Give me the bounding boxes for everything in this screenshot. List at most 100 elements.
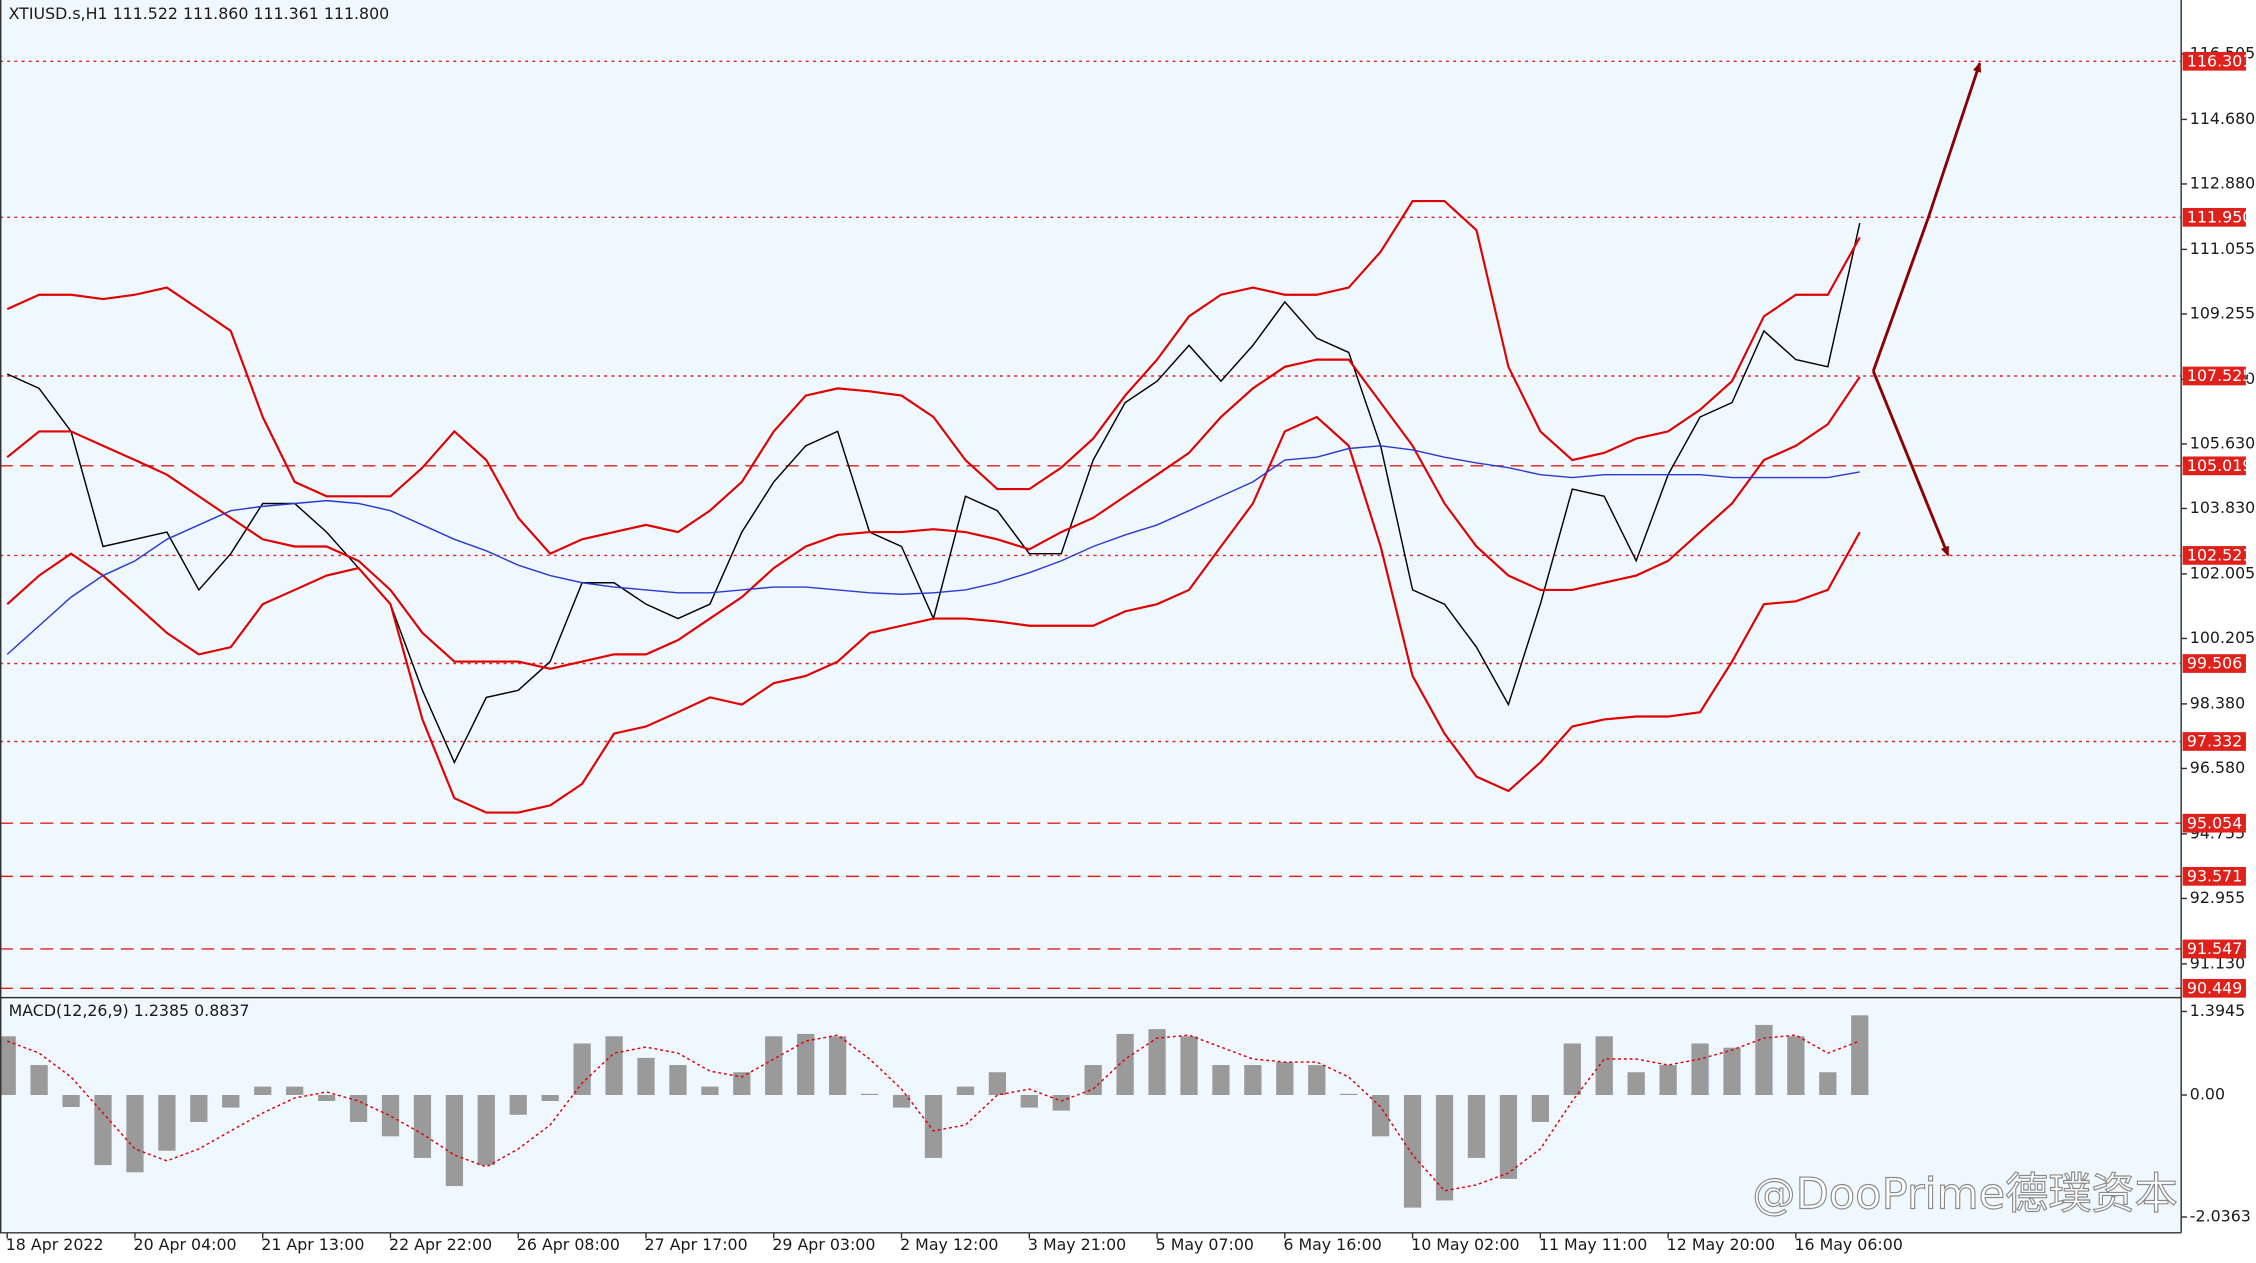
y-tick-label: 103.830 bbox=[2190, 498, 2255, 517]
histogram-bar bbox=[477, 1095, 495, 1166]
y-tick-label: 109.255 bbox=[2190, 303, 2255, 322]
x-tick-label: 22 Apr 22:00 bbox=[389, 1235, 492, 1254]
level-label-box bbox=[2182, 732, 2246, 751]
level-label-box bbox=[2182, 813, 2246, 833]
series-line bbox=[6, 358, 1861, 670]
histogram-bar bbox=[1435, 1095, 1454, 1201]
histogram-bar bbox=[94, 1095, 112, 1166]
histogram-bar bbox=[1052, 1095, 1070, 1111]
histogram-bar bbox=[1116, 1033, 1134, 1096]
x-tick-label: 21 Apr 13:00 bbox=[261, 1235, 364, 1254]
y-tick-label: 96.580 bbox=[2190, 758, 2245, 777]
histogram-bar bbox=[892, 1095, 911, 1108]
y-tick-label: 1.3945 bbox=[2190, 1001, 2245, 1020]
histogram-bar bbox=[1276, 1062, 1294, 1096]
histogram-bar bbox=[1244, 1065, 1262, 1096]
histogram-bar bbox=[1531, 1095, 1549, 1122]
price-panel bbox=[0, 0, 2182, 997]
histogram-bar bbox=[286, 1086, 304, 1096]
histogram-bar bbox=[1340, 1093, 1358, 1096]
level-label: 97.332 bbox=[2187, 732, 2242, 751]
histogram-bar bbox=[1595, 1036, 1613, 1096]
level-label-box bbox=[2182, 51, 2246, 71]
level-label-box bbox=[2182, 939, 2246, 959]
histogram-bar bbox=[829, 1036, 847, 1096]
level-label: 95.054 bbox=[2187, 813, 2242, 832]
series-line bbox=[6, 445, 1860, 655]
histogram-bar bbox=[509, 1095, 527, 1115]
y-tick-label: 92.955 bbox=[2190, 888, 2245, 907]
histogram-bar bbox=[1691, 1043, 1709, 1096]
level-label: 90.449 bbox=[2187, 979, 2242, 998]
histogram-bar bbox=[413, 1095, 432, 1158]
level-label: 111.950 bbox=[2187, 208, 2252, 227]
histogram-bar bbox=[573, 1043, 591, 1096]
x-tick-label: 16 May 06:00 bbox=[1794, 1235, 1902, 1254]
x-tick-label: 27 Apr 17:00 bbox=[645, 1235, 748, 1254]
histogram-bar bbox=[1563, 1043, 1581, 1096]
level-label: 107.525 bbox=[2187, 366, 2252, 385]
level-label-box bbox=[2182, 978, 2246, 998]
level-label: 116.301 bbox=[2187, 52, 2252, 71]
histogram-bar bbox=[1180, 1036, 1198, 1096]
histogram-bar bbox=[765, 1036, 783, 1096]
series-line bbox=[6, 200, 1861, 555]
scenario-arrow-down bbox=[1871, 370, 1950, 557]
histogram-bar bbox=[1659, 1065, 1677, 1096]
histogram-bar bbox=[254, 1086, 272, 1096]
level-label: 91.547 bbox=[2187, 939, 2242, 958]
level-label: 93.571 bbox=[2187, 867, 2242, 886]
y-tick-label: 112.880 bbox=[2190, 173, 2255, 192]
y-tick-label: -2.0363 bbox=[2190, 1206, 2251, 1225]
histogram-bar bbox=[1723, 1047, 1741, 1096]
x-tick-label: 20 Apr 04:00 bbox=[134, 1235, 237, 1254]
histogram-bar bbox=[988, 1072, 1006, 1096]
y-tick-label: 114.680 bbox=[2190, 109, 2255, 128]
histogram-bar bbox=[797, 1033, 815, 1096]
x-tick-label: 12 May 20:00 bbox=[1667, 1235, 1775, 1254]
histogram-bar bbox=[956, 1086, 975, 1096]
level-label-box bbox=[2182, 546, 2246, 565]
level-label-box bbox=[2182, 207, 2246, 227]
x-tick-label: 10 May 02:00 bbox=[1411, 1235, 1519, 1254]
level-label-box bbox=[2182, 456, 2246, 476]
x-tick-label: 29 Apr 03:00 bbox=[772, 1235, 875, 1254]
x-tick-label: 2 May 12:00 bbox=[900, 1235, 998, 1254]
histogram-bar bbox=[1755, 1024, 1773, 1096]
y-tick-label: 100.205 bbox=[2190, 628, 2255, 647]
histogram-bar bbox=[158, 1095, 176, 1151]
histogram-bar bbox=[1851, 1015, 1869, 1096]
level-label: 105.019 bbox=[2187, 456, 2252, 475]
y-tick-label: 98.380 bbox=[2190, 693, 2245, 712]
histogram-bar bbox=[349, 1095, 368, 1122]
histogram-bar bbox=[222, 1095, 240, 1108]
x-tick-label: 3 May 21:00 bbox=[1028, 1235, 1126, 1254]
histogram-bar bbox=[1787, 1036, 1805, 1096]
histogram-bar bbox=[1148, 1029, 1166, 1096]
y-tick-label: 105.630 bbox=[2190, 433, 2255, 452]
watermark: @DooPrime德璞资本 bbox=[1752, 1169, 2177, 1219]
x-tick-label: 11 May 11:00 bbox=[1539, 1235, 1647, 1254]
y-tick-label: 111.055 bbox=[2190, 239, 2255, 258]
histogram-bar bbox=[1467, 1095, 1486, 1158]
histogram-bar bbox=[701, 1086, 719, 1096]
histogram-bar bbox=[541, 1095, 559, 1101]
y-tick-label: 0.00 bbox=[2190, 1085, 2225, 1104]
histogram-bar bbox=[733, 1072, 751, 1096]
x-tick-label: 18 Apr 2022 bbox=[6, 1235, 104, 1254]
histogram-bar bbox=[1308, 1065, 1326, 1096]
level-label: 102.521 bbox=[2187, 546, 2252, 565]
level-label-box bbox=[2182, 867, 2246, 886]
plot-layer bbox=[0, 60, 2182, 1208]
x-tick-label: 5 May 07:00 bbox=[1156, 1235, 1254, 1254]
x-tick-label: 6 May 16:00 bbox=[1283, 1235, 1381, 1254]
level-label: 99.506 bbox=[2187, 654, 2242, 673]
histogram-bar bbox=[669, 1065, 687, 1096]
histogram-bar bbox=[1627, 1072, 1645, 1096]
chart-header: XTIUSD.s,H1 111.522 111.860 111.361 111.… bbox=[9, 4, 390, 23]
histogram-bar bbox=[1372, 1095, 1390, 1137]
x-tick-label: 26 Apr 08:00 bbox=[517, 1235, 620, 1254]
histogram-bar bbox=[637, 1057, 655, 1096]
